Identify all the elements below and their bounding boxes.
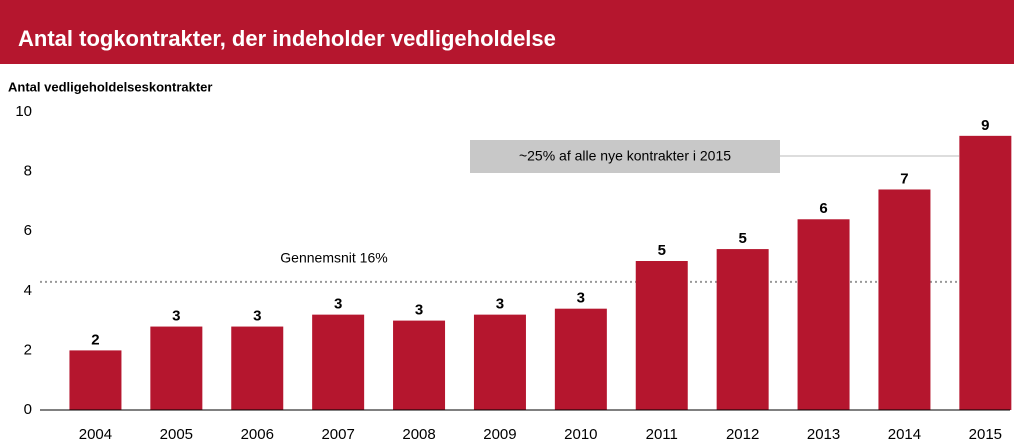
bar	[959, 135, 1012, 410]
value-label: 7	[900, 170, 908, 187]
bar	[878, 189, 931, 410]
bar	[150, 326, 203, 410]
value-label: 9	[981, 117, 989, 134]
x-tick-label: 2008	[402, 426, 435, 443]
y-tick-label: 8	[24, 163, 32, 180]
value-label: 5	[738, 230, 746, 247]
bar	[69, 350, 122, 410]
y-tick-label: 6	[24, 222, 32, 239]
x-tick-label: 2004	[79, 426, 112, 443]
bar	[393, 320, 446, 410]
y-tick-label: 4	[24, 282, 32, 299]
x-tick-label: 2011	[646, 426, 678, 443]
bar	[231, 326, 284, 410]
x-tick-label: 2010	[564, 426, 597, 443]
y-axis-label: Antal vedligeholdelseskontrakter	[8, 79, 212, 94]
annotation-text: ~25% af alle nye kontrakter i 2015	[519, 148, 731, 164]
bar	[312, 314, 365, 410]
value-label: 3	[253, 308, 261, 325]
bar	[716, 249, 769, 410]
y-tick-label: 0	[24, 401, 32, 418]
value-label: 6	[819, 200, 827, 217]
x-tick-label: 2009	[483, 426, 516, 443]
x-tick-label: 2005	[160, 426, 193, 443]
bar	[635, 261, 688, 410]
y-tick-label: 2	[24, 341, 32, 358]
x-tick-label: 2013	[807, 426, 840, 443]
x-tick-label: 2014	[888, 426, 921, 443]
average-label: Gennemsnit 16%	[280, 250, 387, 266]
value-label: 5	[658, 242, 666, 259]
value-label: 2	[91, 331, 99, 348]
x-tick-label: 2012	[726, 426, 759, 443]
x-tick-label: 2007	[321, 426, 354, 443]
value-label: 3	[334, 296, 342, 313]
value-label: 3	[172, 308, 180, 325]
annotation-box	[470, 140, 780, 173]
value-label: 3	[415, 302, 423, 319]
y-tick-label: 10	[15, 103, 32, 120]
value-label: 3	[577, 290, 585, 307]
bar	[473, 314, 526, 410]
x-tick-label: 2015	[969, 426, 1002, 443]
chart-title: Antal togkontrakter, der indeholder vedl…	[18, 26, 556, 51]
header-band	[0, 0, 1014, 64]
value-label: 3	[496, 296, 504, 313]
x-tick-label: 2006	[241, 426, 274, 443]
bar	[554, 308, 607, 410]
bar	[797, 219, 850, 410]
